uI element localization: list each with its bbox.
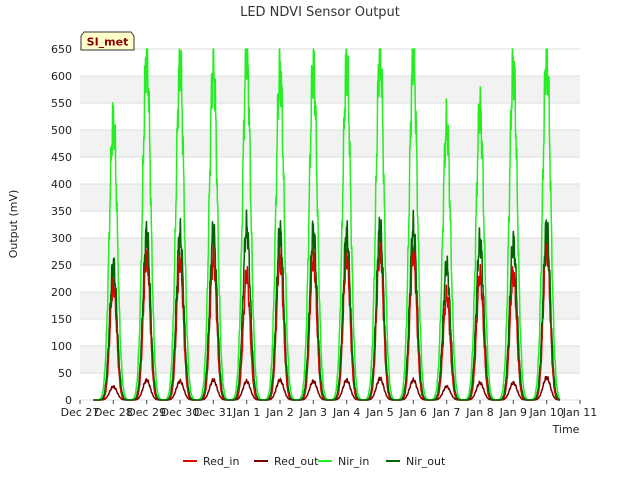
grid-lines: [80, 48, 580, 401]
x-tick-label: Dec 28: [94, 406, 133, 419]
x-tick-label: Jan 1: [232, 406, 260, 419]
x-tick-label: Jan 3: [299, 406, 327, 419]
x-tick-label: Jan 11: [562, 406, 597, 419]
plot-bands: [80, 49, 580, 400]
badge-label: SI_met: [87, 36, 129, 49]
y-tick-label: 100: [51, 340, 72, 353]
y-tick-label: 400: [51, 178, 72, 191]
x-tick-label: Jan 7: [432, 406, 460, 419]
x-tick-label: Jan 10: [528, 406, 563, 419]
plot-band: [80, 211, 580, 238]
y-tick-label: 350: [51, 205, 72, 218]
x-tick-label: Dec 29: [127, 406, 166, 419]
legend-label: Nir_in: [338, 455, 369, 468]
y-tick-label: 150: [51, 313, 72, 326]
y-axis-ticks: 0 50 100 150 200 250 300 350 400 450 500 550 600 650: [51, 43, 72, 407]
x-tick-label: Jan 6: [399, 406, 427, 419]
legend: Red_in Red_out Nir_in Nir_out: [183, 455, 446, 468]
x-tick-label: Dec 27: [61, 406, 100, 419]
y-tick-label: 200: [51, 286, 72, 299]
x-tick-label: Dec 31: [194, 406, 233, 419]
legend-label: Nir_out: [406, 455, 446, 468]
y-tick-label: 600: [51, 70, 72, 83]
plot-band: [80, 184, 580, 211]
y-tick-label: 50: [58, 367, 72, 380]
plot-band: [80, 103, 580, 130]
x-tick-label: Jan 9: [499, 406, 527, 419]
badge: SI_met: [80, 31, 135, 51]
series-lines: [92, 48, 561, 401]
y-tick-label: 450: [51, 151, 72, 164]
series-line-nir-out: [92, 209, 561, 401]
plot-band: [80, 238, 580, 265]
legend-label: Red_in: [203, 455, 239, 468]
y-tick-label: 500: [51, 124, 72, 137]
chart-title: LED NDVI Sensor Output: [240, 5, 400, 20]
badge-box: [80, 31, 135, 51]
plot-band: [80, 265, 580, 292]
y-tick-label: 550: [51, 97, 72, 110]
x-tick-label: Jan 5: [365, 406, 393, 419]
y-tick-label: 300: [51, 232, 72, 245]
legend-label: Red_out: [274, 455, 319, 468]
y-axis-title: Output (mV): [7, 190, 20, 259]
plot-band: [80, 157, 580, 184]
y-tick-label: 250: [51, 259, 72, 272]
plot-band: [80, 319, 580, 346]
plot-band: [80, 49, 580, 76]
x-tick-label: Jan 4: [332, 406, 360, 419]
series-line-nir-in: [92, 48, 561, 401]
y-tick-label: 0: [65, 394, 72, 407]
plot-band: [80, 130, 580, 157]
plot-band: [80, 76, 580, 103]
plot-band: [80, 373, 580, 400]
plot-band: [80, 346, 580, 373]
plot-band: [80, 292, 580, 319]
x-tick-label: Jan 8: [465, 406, 493, 419]
y-tick-label: 650: [51, 43, 72, 56]
x-tick-label: Jan 2: [265, 406, 293, 419]
x-axis-title: Time: [552, 423, 580, 436]
x-tick-label: Dec 30: [161, 406, 200, 419]
